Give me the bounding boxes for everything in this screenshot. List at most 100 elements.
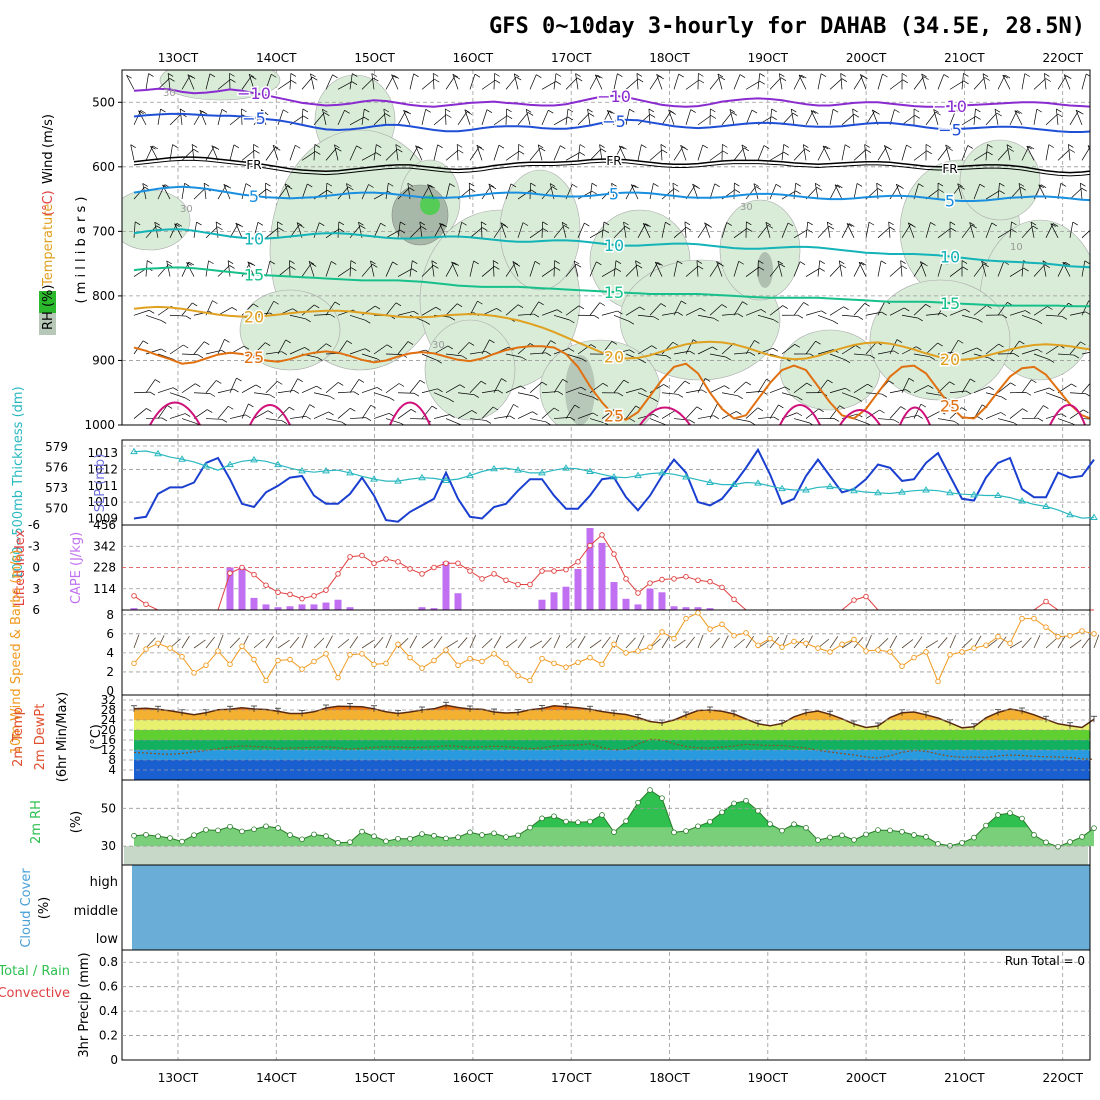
wind-barb-10m (1009, 640, 1023, 649)
wind-barb-feather (449, 183, 455, 187)
wind-barb (157, 264, 169, 277)
wind-barb-feather (596, 261, 602, 266)
wind-barb (635, 260, 639, 277)
wind-barb (613, 73, 618, 90)
wind-barb-feather (734, 182, 740, 187)
wind-barb (798, 74, 807, 90)
wind-speed-marker (239, 643, 245, 649)
wind-barb-feather (1022, 408, 1028, 412)
wind-barb-feather (1006, 144, 1013, 148)
wind-barb (337, 340, 348, 355)
wind-barb (1081, 382, 1090, 393)
wind-barb (537, 144, 543, 161)
wind-barb-feather (1047, 306, 1053, 310)
wind-barb (349, 348, 366, 355)
wind-barb (829, 405, 840, 419)
wind-barb-feather (572, 184, 578, 188)
rh-area-15 (869, 279, 1011, 401)
wind-speed-marker (299, 666, 305, 672)
rh-marker (707, 818, 713, 825)
wind-barb-feather (464, 109, 471, 114)
y-tick-cape-114: 114 (93, 582, 116, 596)
thickness-marker (322, 466, 330, 474)
wind-barb (433, 144, 438, 161)
wind-barb-feather (631, 184, 637, 188)
x-tick-bottom-22OCT: 22OCT (1042, 1071, 1083, 1085)
run-total: Run Total = 0 (1005, 954, 1085, 968)
wind-barb (661, 409, 676, 419)
rh-area (134, 790, 1094, 847)
wind-barb-feather (801, 74, 807, 79)
wind-barb-feather (967, 145, 973, 149)
wind-barb-feather (832, 108, 839, 113)
wind-barb (937, 74, 945, 90)
wind-barb-feather (266, 188, 272, 193)
thickness-marker (802, 486, 810, 493)
wind-barb-feather (754, 340, 760, 344)
wind-barb-10m (541, 637, 552, 649)
wind-barb-feather (520, 385, 526, 390)
wind-barb (997, 261, 1005, 277)
thickness-marker (250, 455, 258, 463)
wind-barb (457, 410, 472, 419)
cape-bar (610, 582, 618, 610)
wind-barb (373, 392, 390, 398)
wind-barb-feather (1011, 229, 1017, 233)
wind-barb (1069, 392, 1086, 395)
wind-barb-feather (1044, 264, 1050, 268)
wind-barb-feather (522, 222, 529, 226)
rh-marker (1091, 825, 1097, 831)
wind-barb (419, 221, 423, 238)
wind-barb-feather (860, 74, 866, 78)
rh-marker (563, 818, 569, 825)
wind-barb-feather (184, 182, 190, 187)
wind-speed-marker (1055, 633, 1061, 640)
wind-barb (541, 186, 553, 200)
wind-barb (769, 263, 781, 277)
thickness-marker (466, 471, 474, 479)
thickness-marker (178, 455, 186, 462)
wind-barb-feather (988, 386, 994, 390)
wind-barb-feather (213, 146, 220, 150)
y-tick-slp-1009: 1009 (87, 511, 118, 525)
wind-barb-feather (640, 359, 647, 364)
thickness-line (133, 450, 1095, 519)
thickness-marker (682, 473, 690, 480)
wind-barb (577, 144, 581, 161)
wind-barb (529, 74, 537, 90)
contour-label-FR: FR (606, 154, 621, 168)
rh-marker (731, 800, 737, 807)
precip-label-convective: Convective (0, 986, 70, 1001)
contour-label-20: 20 (244, 308, 264, 327)
wind-barb-feather (957, 183, 963, 187)
lifted-index-marker (443, 560, 449, 567)
wind-barb (606, 110, 615, 126)
rh-marker (539, 815, 545, 822)
wind-barb-feather (419, 379, 426, 384)
wind-barb (913, 150, 928, 161)
thickness-marker (298, 466, 306, 474)
wind-barb (901, 346, 917, 355)
wind-barb-feather (142, 340, 149, 345)
wind-barb (277, 221, 279, 238)
wind-barb (637, 144, 642, 161)
wind-barb (529, 183, 531, 200)
wind-barb (157, 405, 168, 419)
cloud-ylabel: Cloud Cover (19, 868, 34, 948)
wind-barb-feather (518, 144, 524, 148)
wind-barb-10m (841, 640, 854, 649)
wind-barb (383, 108, 387, 125)
wind-barb (859, 74, 867, 90)
wind-barb-feather (987, 151, 993, 156)
wind-barb (673, 300, 682, 316)
wind-barb-feather (319, 222, 325, 227)
temp-ylabel-group-1: 2m DewPt (33, 704, 48, 771)
wind-barb (385, 261, 393, 277)
wind-barb-feather (497, 389, 503, 394)
wind-barb (1033, 405, 1044, 419)
wind-barb-feather (777, 260, 784, 265)
wind-barb (661, 111, 672, 126)
wind-speed-marker (935, 678, 941, 685)
wind-barb-feather (562, 221, 568, 226)
wind-barb-feather (977, 319, 983, 323)
